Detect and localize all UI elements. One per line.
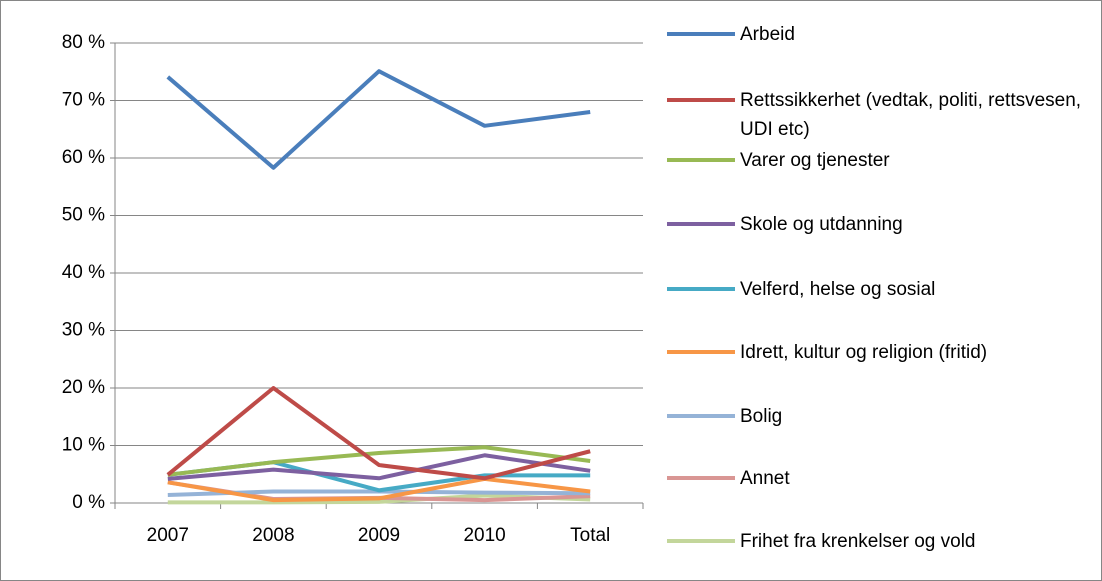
legend-label: Arbeid xyxy=(740,24,795,45)
y-tick-label: 60 % xyxy=(62,147,105,168)
series-line xyxy=(167,453,591,481)
legend-label: Bolig xyxy=(740,406,783,427)
series-line xyxy=(167,476,591,503)
x-tick-label: 2010 xyxy=(463,525,505,546)
y-tick-label: 80 % xyxy=(62,32,105,53)
series-line xyxy=(166,386,591,481)
legend-label: Rettssikkerhet (vedtak, politi, rettsves… xyxy=(740,90,1082,140)
legend-label: Varer og tjenester xyxy=(740,150,890,171)
y-tick-label: 0 % xyxy=(72,492,105,513)
y-tick-label: 50 % xyxy=(62,205,105,226)
x-tick-label: 2007 xyxy=(147,525,189,546)
legend-label: Idrett, kultur og religion (fritid) xyxy=(740,342,988,363)
legend-label: Annet xyxy=(740,468,790,489)
legend-label: Velferd, helse og sosial xyxy=(740,279,936,300)
legend-label: Skole og utdanning xyxy=(740,214,903,235)
series-line xyxy=(166,69,591,170)
y-tick-label: 10 % xyxy=(62,435,105,456)
legend-label: Frihet fra krenkelser og vold xyxy=(740,531,976,552)
y-tick-label: 30 % xyxy=(62,320,105,341)
y-tick-label: 20 % xyxy=(62,377,105,398)
y-tick-label: 40 % xyxy=(62,262,105,283)
series-line xyxy=(167,445,591,477)
x-tick-label: 2009 xyxy=(358,525,400,546)
x-tick-label: Total xyxy=(570,525,610,546)
x-tick-label: 2008 xyxy=(252,525,294,546)
y-tick-label: 70 % xyxy=(62,90,105,111)
